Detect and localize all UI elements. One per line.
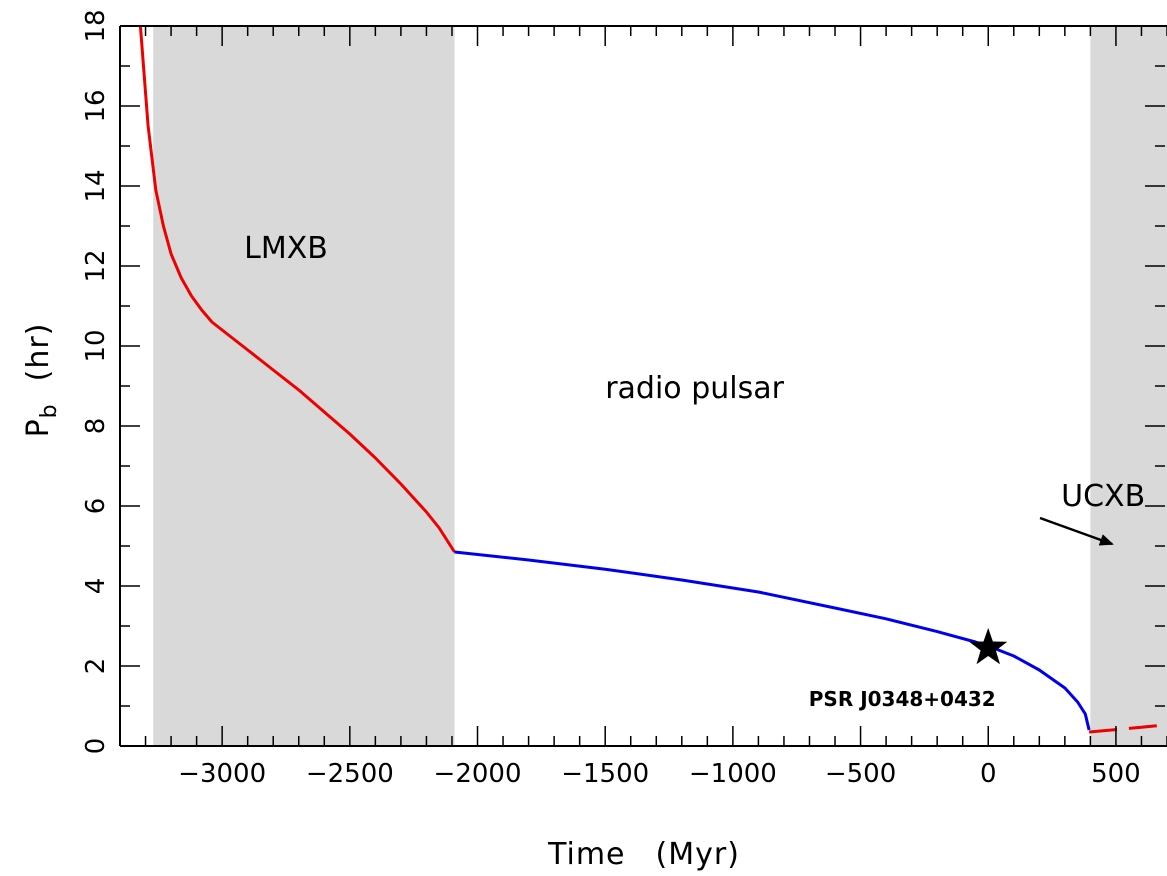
y-axis-unit: (hr) xyxy=(21,323,56,382)
y-tick-label: 2 xyxy=(81,658,111,675)
annotation-0: radio pulsar xyxy=(605,371,784,406)
x-tick-label: 0 xyxy=(980,759,997,789)
y-tick-label: 8 xyxy=(81,418,111,435)
axis-ticks xyxy=(120,25,1167,747)
series-radio-pulsar xyxy=(454,550,1091,731)
y-tick-label: 6 xyxy=(81,498,111,515)
x-tick-label: −2000 xyxy=(434,759,522,789)
x-tick-label: −2500 xyxy=(306,759,394,789)
y-axis-subscript: b xyxy=(37,403,62,418)
y-tick-label: 12 xyxy=(81,249,111,282)
x-axis-label: Time xyxy=(547,837,625,872)
annotation-1: UCXB xyxy=(1061,479,1145,514)
y-axis-label: P xyxy=(21,418,56,437)
star-marker xyxy=(969,628,1008,665)
y-tick-label: 0 xyxy=(81,738,111,755)
y-tick-label: 14 xyxy=(81,169,111,202)
x-tick-label: −1500 xyxy=(561,759,649,789)
y-tick-label: 18 xyxy=(81,9,111,42)
x-axis-title: Time (Myr) xyxy=(547,837,740,872)
x-tick-label: −500 xyxy=(825,759,896,789)
data-markers: PSR J0348+0432 xyxy=(809,628,1008,711)
region-label-0: LMXB xyxy=(244,231,328,266)
star-label: PSR J0348+0432 xyxy=(809,687,996,711)
series-ucxb xyxy=(1088,723,1167,734)
x-tick-label: 500 xyxy=(1091,759,1141,789)
x-tick-label: −1000 xyxy=(689,759,777,789)
shaded-regions xyxy=(153,26,1167,746)
annotations: LMXB radio pulsar UCXB xyxy=(244,231,1145,546)
shaded-region-1 xyxy=(1090,26,1167,746)
y-tick-labels: 0 2 4 6 8 10 12 14 16 18 xyxy=(81,9,111,754)
x-tick-labels: −3000 −2500 −2000 −1500 −1000 −500 0 500 xyxy=(178,759,1141,789)
x-axis-unit: (Myr) xyxy=(656,837,740,872)
y-tick-label: 10 xyxy=(81,329,111,362)
shaded-region-0 xyxy=(153,26,455,746)
x-tick-label: −3000 xyxy=(178,759,266,789)
data-curves xyxy=(138,25,1167,734)
y-axis-title: Pb (hr) xyxy=(21,323,62,438)
y-tick-label: 4 xyxy=(81,578,111,595)
y-tick-label: 16 xyxy=(81,89,111,122)
arrow xyxy=(1039,516,1114,546)
series-lmxb xyxy=(138,25,456,553)
